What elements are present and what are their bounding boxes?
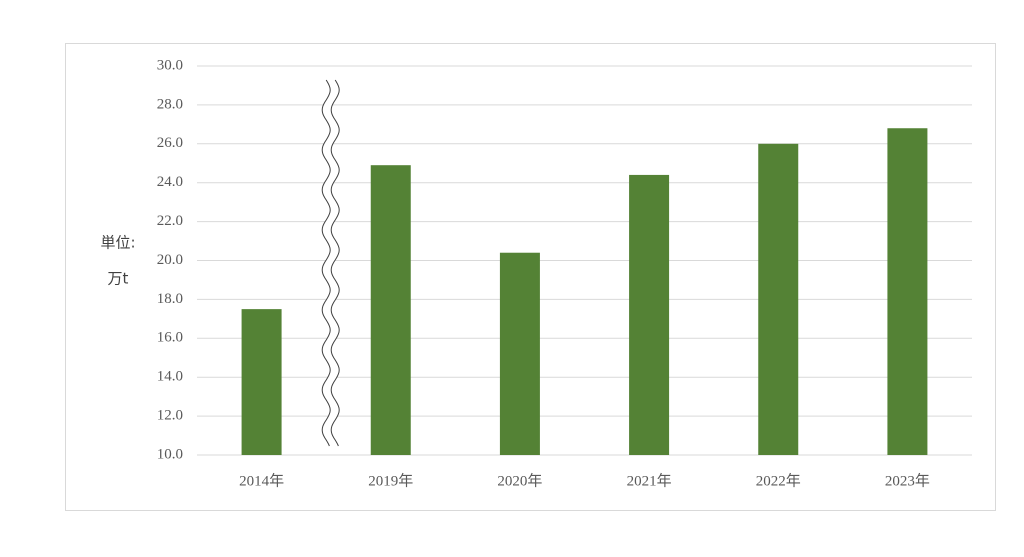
x-tick-label: 2023年 bbox=[885, 472, 930, 489]
y-tick-label: 28.0 bbox=[157, 96, 183, 112]
y-tick-label: 16.0 bbox=[157, 330, 183, 346]
y-tick-label: 10.0 bbox=[157, 446, 183, 462]
axis-break bbox=[330, 79, 340, 447]
axis-break bbox=[321, 79, 331, 447]
y-tick-label: 18.0 bbox=[157, 291, 183, 307]
bar bbox=[887, 128, 928, 456]
y-tick-label: 20.0 bbox=[157, 252, 183, 268]
bar bbox=[758, 143, 799, 456]
y-tick-label: 14.0 bbox=[157, 369, 183, 385]
bar bbox=[499, 252, 540, 455]
axis-break-fill bbox=[322, 80, 340, 446]
bar bbox=[629, 174, 670, 456]
bar bbox=[241, 309, 282, 455]
y-axis-label: 単位: bbox=[100, 234, 135, 252]
x-tick-label: 2020年 bbox=[497, 472, 542, 489]
x-tick-label: 2014年 bbox=[239, 472, 284, 489]
y-tick-label: 22.0 bbox=[157, 213, 183, 229]
x-tick-label: 2021年 bbox=[627, 472, 672, 489]
x-tick-label: 2019年 bbox=[368, 472, 413, 489]
x-tick-label: 2022年 bbox=[756, 472, 801, 489]
bar bbox=[370, 165, 411, 455]
y-tick-label: 24.0 bbox=[157, 174, 183, 190]
y-tick-label: 12.0 bbox=[157, 408, 183, 424]
y-tick-label: 30.0 bbox=[157, 57, 183, 73]
y-axis-label: 万t bbox=[108, 270, 129, 288]
y-tick-label: 26.0 bbox=[157, 135, 183, 151]
